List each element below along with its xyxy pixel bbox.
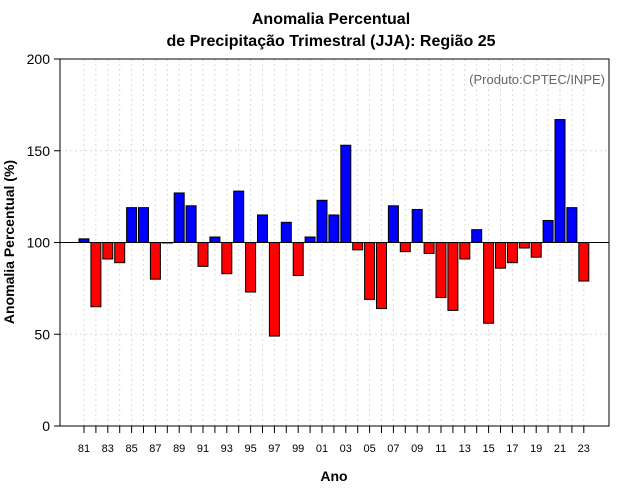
bar-21 bbox=[554, 119, 566, 243]
bar-99 bbox=[292, 242, 304, 277]
x-tick-label: 23 bbox=[578, 443, 590, 455]
x-tick-label: 89 bbox=[173, 443, 185, 455]
x-axis-ticks: 81 83 85 87 89 91 93 95 97 99 01 03 05 07 09 11 13 15 17 19… bbox=[78, 426, 590, 455]
x-tick-label: 03 bbox=[340, 443, 352, 455]
y-tick-label: 0 bbox=[42, 418, 50, 434]
bar-89 bbox=[173, 192, 185, 243]
bar-06 bbox=[376, 242, 387, 310]
y-tick-label: 50 bbox=[34, 326, 50, 342]
bar-85 bbox=[126, 207, 138, 243]
bar-95 bbox=[245, 242, 257, 293]
bar-17 bbox=[506, 242, 518, 264]
bar-93 bbox=[221, 242, 233, 275]
x-tick-label: 13 bbox=[459, 443, 471, 455]
bar-19 bbox=[530, 242, 542, 258]
bar-13 bbox=[459, 242, 471, 260]
x-tick-label: 05 bbox=[363, 443, 375, 455]
bar-87 bbox=[149, 242, 161, 280]
x-tick-label: 17 bbox=[506, 443, 518, 455]
bar-11 bbox=[435, 242, 447, 299]
x-tick-label: 01 bbox=[316, 443, 328, 455]
x-tick-label: 85 bbox=[125, 443, 137, 455]
bar-91 bbox=[197, 242, 209, 267]
x-tick-label: 91 bbox=[197, 443, 209, 455]
bar-14 bbox=[471, 229, 483, 243]
bar-90 bbox=[185, 205, 197, 244]
x-tick-label: 93 bbox=[221, 443, 233, 455]
y-tick-label: 100 bbox=[27, 235, 51, 251]
y-tick-label: 200 bbox=[27, 51, 51, 67]
bar-84 bbox=[114, 242, 126, 264]
bars bbox=[78, 119, 590, 337]
bar-82 bbox=[90, 242, 102, 308]
bar-09 bbox=[411, 208, 423, 243]
x-tick-label: 95 bbox=[244, 443, 256, 455]
bar-86 bbox=[138, 207, 149, 243]
bar-81 bbox=[78, 238, 90, 244]
x-tick-label: 87 bbox=[149, 443, 161, 455]
bar-16 bbox=[495, 242, 506, 269]
x-tick-label: 99 bbox=[292, 443, 304, 455]
credit-text: (Produto:CPTEC/INPE) bbox=[469, 72, 605, 87]
x-tick-label: 97 bbox=[268, 443, 280, 455]
bar-83 bbox=[102, 242, 114, 260]
x-tick-label: 83 bbox=[102, 443, 114, 455]
bar-97 bbox=[268, 242, 280, 337]
grid-lines bbox=[60, 58, 609, 427]
bar-92 bbox=[209, 236, 221, 243]
bar-07 bbox=[387, 205, 399, 244]
bar-12 bbox=[447, 242, 459, 311]
bar-23 bbox=[578, 242, 590, 282]
bar-03 bbox=[340, 144, 352, 243]
bar-98 bbox=[280, 221, 292, 244]
bar-05 bbox=[364, 242, 376, 300]
bar-18 bbox=[518, 242, 530, 249]
x-tick-label: 07 bbox=[387, 443, 399, 455]
chart-title-line1: Anomalia Percentual bbox=[252, 11, 410, 28]
bar-00 bbox=[304, 236, 316, 243]
y-tick-label: 150 bbox=[27, 143, 51, 159]
bar-22 bbox=[566, 207, 578, 243]
x-tick-label: 15 bbox=[482, 443, 494, 455]
bar-10 bbox=[423, 242, 435, 255]
y-axis-ticks: 0 50 100 150 200 bbox=[27, 51, 60, 434]
bar-96 bbox=[257, 214, 268, 244]
x-tick-label: 21 bbox=[554, 443, 566, 455]
bar-01 bbox=[316, 199, 328, 243]
x-axis-label: Ano bbox=[320, 468, 347, 484]
x-tick-label: 09 bbox=[411, 443, 423, 455]
bar-15 bbox=[483, 242, 495, 324]
x-tick-label: 11 bbox=[435, 443, 446, 455]
bar-20 bbox=[542, 219, 554, 243]
chart-title-line2: de Precipitação Trimestral (JJA): Região… bbox=[166, 33, 495, 50]
bar-08 bbox=[399, 242, 411, 253]
bar-94 bbox=[233, 190, 245, 243]
bar-02 bbox=[328, 214, 340, 244]
x-tick-label: 19 bbox=[530, 443, 542, 455]
y-axis-label: Anomalia Percentual (%) bbox=[1, 160, 17, 324]
x-tick-label: 81 bbox=[78, 443, 90, 455]
bar-04 bbox=[352, 242, 364, 251]
